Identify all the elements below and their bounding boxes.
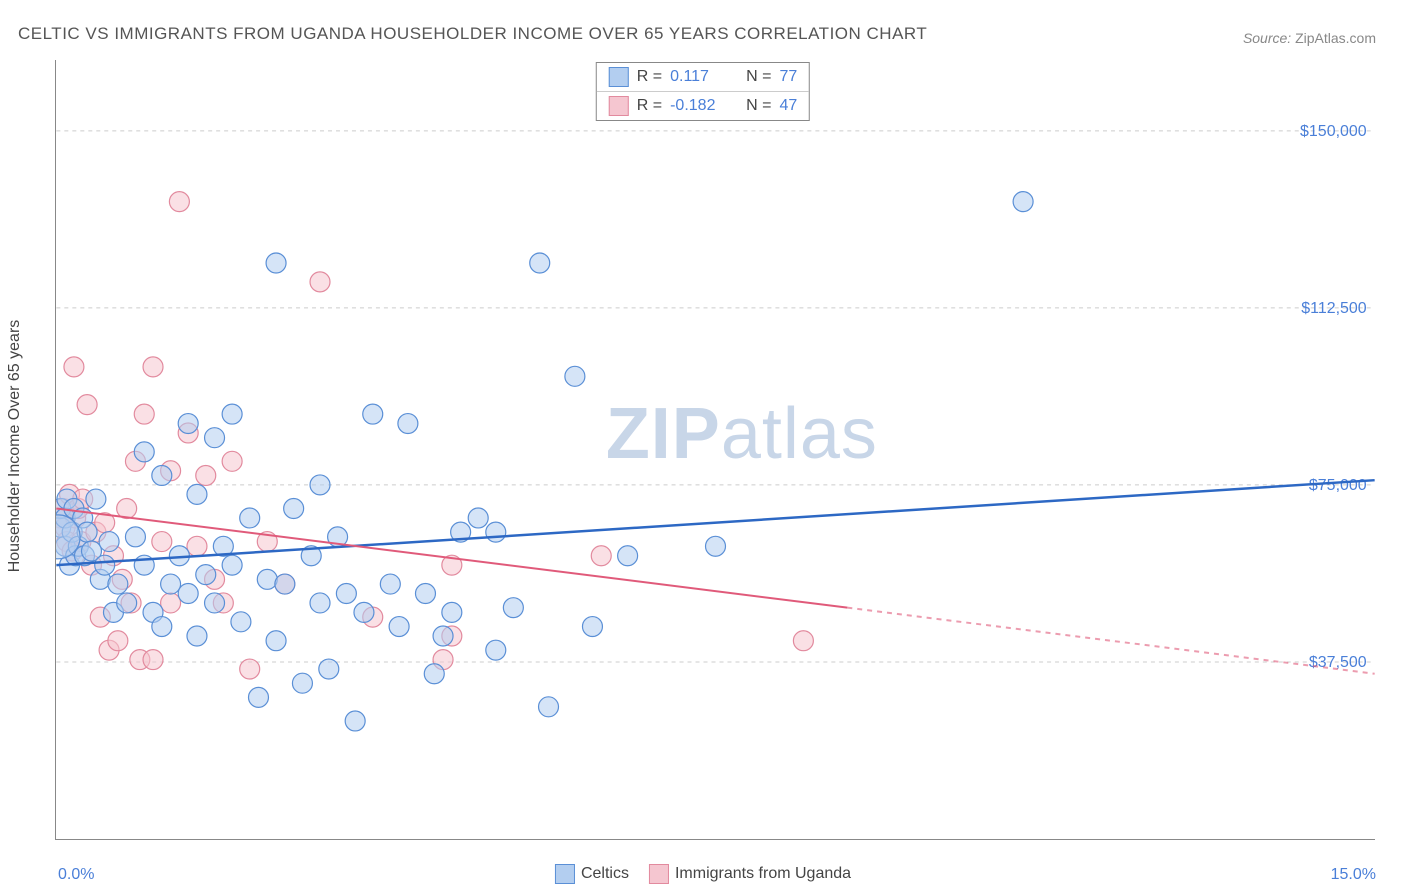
swatch-uganda [609,96,629,116]
r-label: R = [637,68,662,86]
chart-container: CELTIC VS IMMIGRANTS FROM UGANDA HOUSEHO… [0,0,1406,892]
swatch-uganda [649,864,669,884]
r-label: R = [637,97,662,115]
x-min-label: 0.0% [58,866,94,884]
plot-area: ZIPatlas $37,500$75,000$112,500$150,000 [55,60,1375,840]
source-attribution: Source: ZipAtlas.com [1243,30,1376,46]
x-max-label: 15.0% [1331,866,1376,884]
source-value: ZipAtlas.com [1295,30,1376,46]
svg-text:$112,500: $112,500 [1301,300,1367,317]
y-axis-label: Householder Income Over 65 years [6,320,24,573]
svg-text:$75,000: $75,000 [1309,477,1367,494]
correlation-legend: R = 0.117 N = 77 R = -0.182 N = 47 [596,62,810,121]
legend-label-celtics: Celtics [581,865,629,883]
series-legend: Celtics Immigrants from Uganda [555,864,851,884]
n-value-celtics: 77 [779,68,797,86]
source-label: Source: [1243,30,1291,46]
legend-label-uganda: Immigrants from Uganda [675,865,851,883]
n-value-uganda: 47 [779,97,797,115]
swatch-celtics [609,67,629,87]
scatter-chart-svg: $37,500$75,000$112,500$150,000 [56,60,1375,839]
n-label: N = [746,68,771,86]
legend-item-celtics: Celtics [555,864,629,884]
svg-text:$150,000: $150,000 [1300,123,1367,140]
r-value-celtics: 0.117 [670,68,730,86]
legend-item-uganda: Immigrants from Uganda [649,864,851,884]
legend-row-celtics: R = 0.117 N = 77 [597,63,809,91]
r-value-uganda: -0.182 [670,97,730,115]
swatch-celtics [555,864,575,884]
legend-row-uganda: R = -0.182 N = 47 [597,91,809,120]
chart-title: CELTIC VS IMMIGRANTS FROM UGANDA HOUSEHO… [18,24,927,44]
n-label: N = [746,97,771,115]
